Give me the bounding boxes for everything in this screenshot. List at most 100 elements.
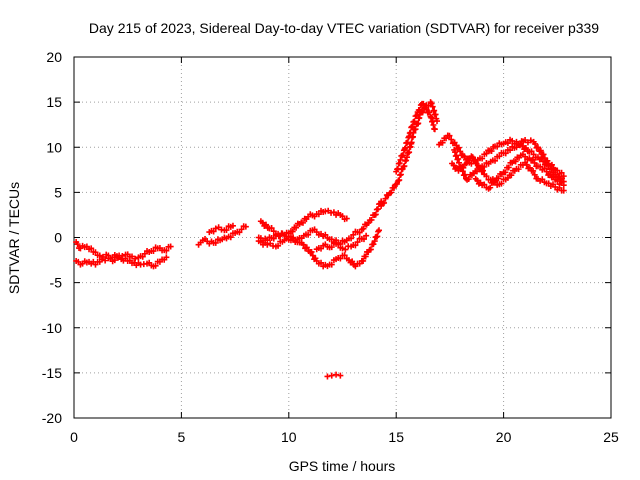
data-point — [102, 257, 109, 264]
data-point — [541, 165, 548, 172]
data-point — [337, 372, 344, 379]
data-point — [308, 248, 315, 255]
data-point — [560, 187, 567, 194]
x-tick-label: 25 — [603, 429, 619, 445]
data-point — [543, 168, 550, 175]
data-point — [163, 254, 170, 261]
data-point — [546, 170, 553, 177]
data-point — [223, 227, 230, 234]
data-point — [376, 227, 383, 234]
data-point — [554, 178, 561, 185]
data-point — [229, 222, 236, 229]
data-point — [515, 166, 522, 173]
data-point — [528, 148, 535, 155]
data-point — [401, 163, 408, 170]
data-point — [446, 132, 453, 139]
data-point — [328, 244, 335, 251]
data-point — [450, 162, 457, 169]
data-point — [531, 159, 538, 166]
data-point — [367, 246, 374, 253]
data-point — [505, 164, 512, 171]
data-point — [397, 156, 404, 163]
data-point — [397, 171, 404, 178]
x-tick-label: 15 — [388, 429, 404, 445]
data-point — [439, 139, 446, 146]
data-point — [236, 229, 243, 236]
data-point — [403, 157, 410, 164]
data-point — [461, 153, 468, 160]
data-point — [352, 242, 359, 249]
y-tick-label: 5 — [54, 184, 62, 200]
data-point — [487, 184, 494, 191]
data-point — [465, 176, 472, 183]
data-point — [412, 126, 419, 133]
data-point — [111, 257, 118, 264]
data-point — [371, 238, 378, 245]
data-point — [455, 144, 462, 151]
data-point — [394, 165, 401, 172]
data-point — [285, 236, 292, 243]
data-point — [372, 211, 379, 218]
data-point — [492, 157, 499, 164]
data-point — [457, 148, 464, 155]
data-point — [481, 163, 488, 170]
data-point — [481, 181, 488, 188]
data-point — [488, 148, 495, 155]
data-point — [360, 236, 367, 243]
data-point — [263, 221, 270, 228]
data-point — [558, 169, 565, 176]
data-point — [472, 156, 479, 163]
data-point — [163, 247, 170, 254]
data-point — [523, 161, 530, 168]
data-point — [318, 245, 325, 252]
data-point — [115, 254, 122, 261]
data-point — [98, 256, 105, 263]
data-point — [212, 239, 219, 246]
data-point — [360, 257, 367, 264]
y-tick-label: 0 — [54, 230, 62, 246]
data-point — [460, 164, 467, 171]
data-point — [303, 244, 310, 251]
data-point — [407, 129, 414, 136]
chart-title: Day 215 of 2023, Sidereal Day-to-day VTE… — [89, 20, 599, 36]
data-point — [242, 223, 249, 230]
y-tick-label: 10 — [46, 139, 62, 155]
x-axis-label: GPS time / hours — [289, 458, 396, 474]
data-point — [529, 156, 536, 163]
data-point — [431, 126, 438, 133]
data-point — [382, 195, 389, 202]
data-point — [453, 152, 460, 159]
data-point — [494, 143, 501, 150]
data-point — [411, 118, 418, 125]
data-point — [375, 228, 382, 235]
data-point — [537, 147, 544, 154]
data-point — [339, 213, 346, 220]
data-point — [337, 255, 344, 262]
y-tick-label: -15 — [42, 365, 62, 381]
data-point — [560, 173, 567, 180]
data-point — [455, 155, 462, 162]
data-point — [522, 144, 529, 151]
data-point — [264, 241, 271, 248]
data-point — [374, 206, 381, 213]
data-point — [516, 142, 523, 149]
data-point — [531, 171, 538, 178]
x-tick-label: 20 — [496, 429, 512, 445]
data-point — [349, 258, 356, 265]
data-point — [119, 252, 126, 259]
data-point — [495, 175, 502, 182]
data-point — [360, 225, 367, 232]
data-point — [128, 253, 135, 260]
data-point — [381, 199, 388, 206]
y-tick-label: -5 — [50, 275, 63, 291]
data-point — [350, 231, 357, 238]
data-point — [227, 234, 234, 241]
x-tick-label: 10 — [281, 429, 297, 445]
data-point — [479, 167, 486, 174]
x-tick-label: 5 — [178, 429, 186, 445]
data-point — [560, 182, 567, 189]
data-point — [396, 160, 403, 167]
data-point — [362, 253, 369, 260]
data-point — [341, 252, 348, 259]
